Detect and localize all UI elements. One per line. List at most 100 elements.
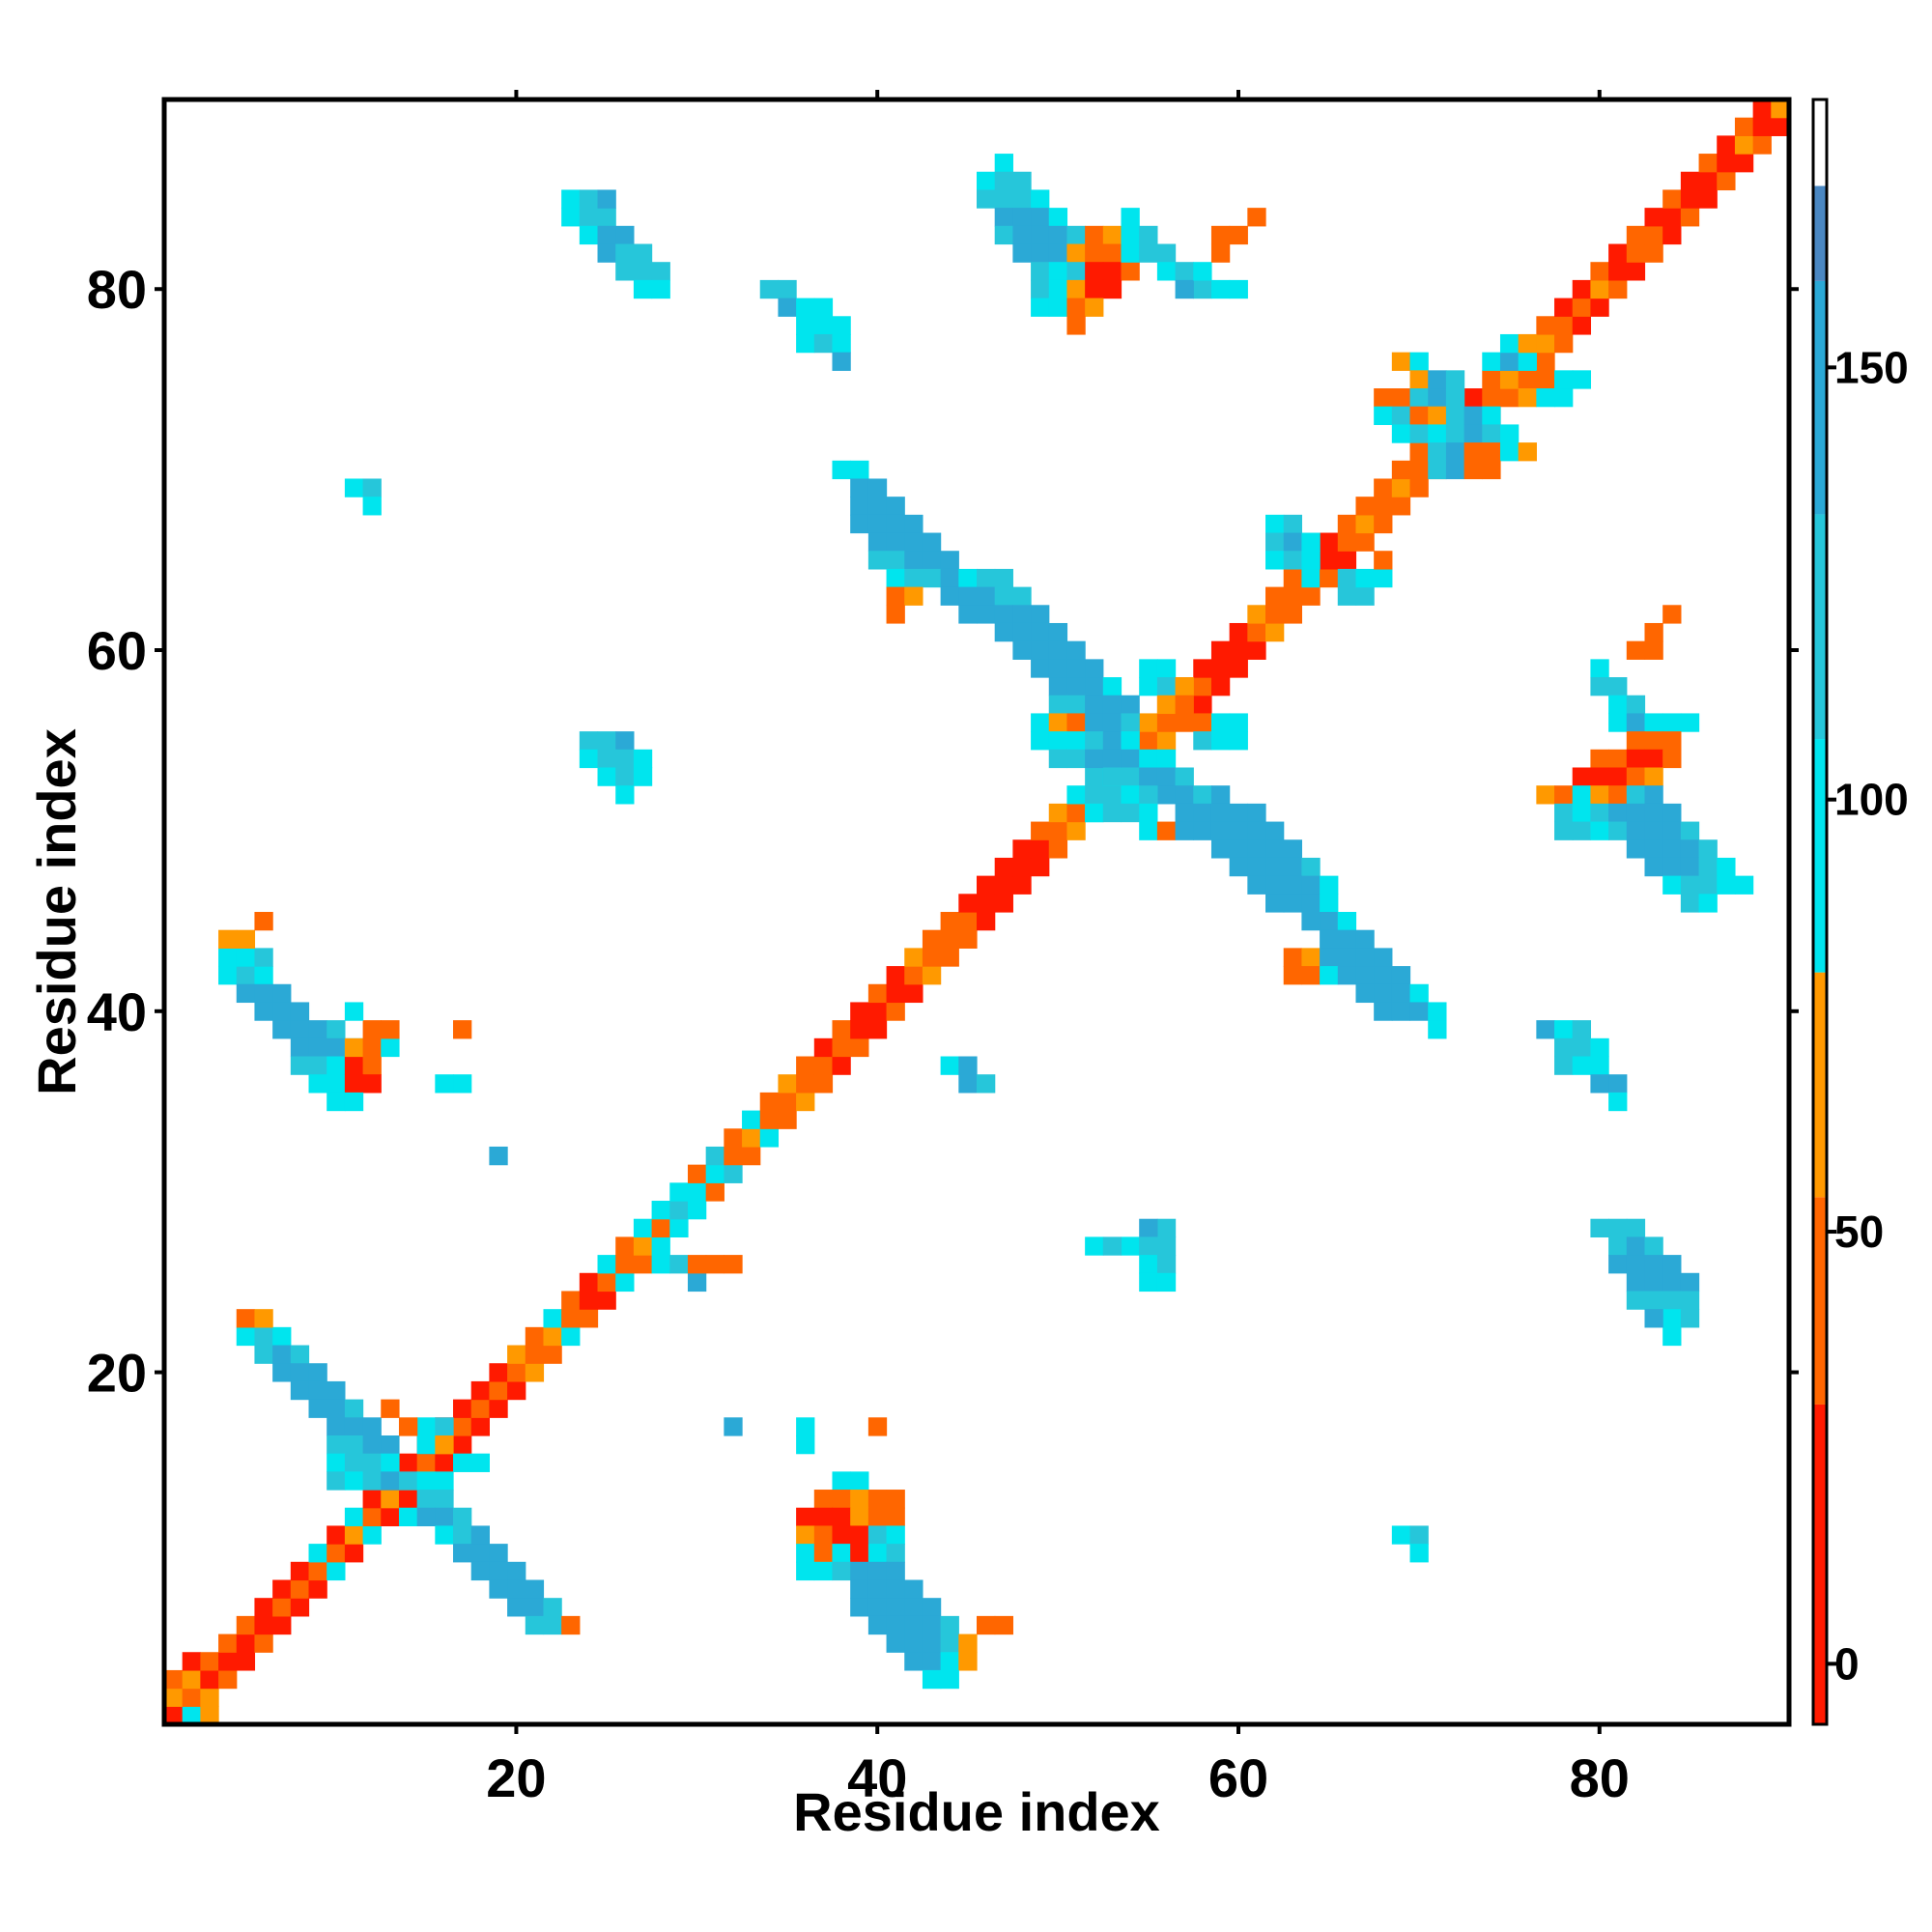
heatmap-cell [1337,586,1357,606]
heatmap-cell [1121,208,1140,227]
heatmap-cell [182,1652,201,1671]
heatmap-cell [1283,894,1302,913]
heatmap-cell [1156,1236,1177,1256]
heatmap-cell [1012,622,1032,642]
heatmap-cell [977,912,996,931]
heatmap-cell [1409,460,1429,480]
colorbar-frame [1811,98,1829,1726]
heatmap-cell [1048,695,1068,715]
heatmap-cell [1644,767,1663,786]
heatmap-cell [1482,370,1501,389]
heatmap-cell [254,1309,273,1328]
heatmap-cell [381,1399,400,1418]
heatmap-cell [651,279,670,299]
heatmap-cell [796,1507,815,1527]
heatmap-cell [922,1615,942,1635]
heatmap-cell [435,1453,454,1472]
heatmap-cell [1229,839,1248,859]
heatmap-cell [1085,749,1104,769]
heatmap-cell [850,1020,869,1039]
heatmap-cell [615,243,635,263]
heatmap-cell [922,948,942,967]
heatmap-cell [381,1020,400,1039]
heatmap-cell [922,532,942,552]
heatmap-cell [977,894,996,913]
heatmap-cell [1265,605,1285,624]
heatmap-cell [1608,767,1628,786]
heatmap-cell [633,1218,653,1237]
heatmap-cell [1048,713,1068,732]
heatmap-cell [1156,785,1177,805]
heatmap-cell [867,532,888,552]
heatmap-cell [994,189,1013,209]
heatmap-cell [1048,731,1068,751]
heatmap-cell [1662,839,1682,859]
heatmap-cell [1301,586,1321,606]
heatmap-cell [1048,279,1068,299]
heatmap-cell [850,460,869,480]
heatmap-cell [1355,532,1375,552]
heatmap-cell [977,875,996,895]
heatmap-cell [1012,171,1032,191]
heatmap-cell [922,1598,942,1617]
heatmap-cell [579,1291,599,1310]
heatmap-cell [435,1471,454,1491]
heatmap-cell [362,1435,382,1455]
heatmap-cell [1662,749,1682,769]
heatmap-cell [687,1255,707,1274]
heatmap-cell [1518,333,1537,354]
heatmap-cell [543,1345,562,1364]
heatmap-cell [1572,785,1592,805]
heatmap-cell [1409,1525,1429,1545]
heatmap-cell [453,1544,472,1563]
heatmap-cell [1644,713,1663,732]
heatmap-cell [1156,695,1177,715]
heatmap-cell [525,1363,545,1382]
heatmap-cell [759,1110,780,1129]
heatmap-cell [1175,713,1194,732]
heatmap-cell [615,749,635,769]
heatmap-cell [1409,388,1429,408]
heatmap-cell [1121,262,1140,281]
heatmap-cell [1608,1236,1628,1256]
heatmap-cell [1752,99,1772,119]
heatmap-cell [1536,785,1555,805]
heatmap-cell [1210,821,1231,840]
heatmap-cell [1139,225,1158,245]
heatmap-cell [1012,857,1032,877]
heatmap-cell [850,1598,869,1617]
heatmap-cell [1482,352,1501,371]
heatmap-cell [742,1110,761,1129]
x-tick-label: 40 [847,1747,907,1808]
heatmap-cell [832,1056,851,1075]
heatmap-cell [1428,406,1447,425]
heatmap-cell [1085,713,1104,732]
heatmap-cell [904,1579,923,1599]
heatmap-cell [1265,551,1285,570]
axis-ticks: 20 40 60 80 20 40 60 80 [87,90,1799,1808]
heatmap-cell [958,586,978,606]
heatmap-cell [904,1652,923,1671]
heatmap-cell [1085,731,1104,751]
heatmap-cell [1283,586,1302,606]
heatmap-cell [1066,785,1086,805]
heatmap-cell [1048,298,1068,317]
heatmap-cell [832,1037,851,1058]
heatmap-cell [1066,821,1086,840]
heatmap-cell [1229,803,1248,823]
heatmap-cell [850,1002,869,1021]
heatmap-cell [1662,1291,1682,1310]
heatmap-cell [1608,785,1628,805]
heatmap-cell [1102,731,1122,751]
heatmap-cell [1175,677,1194,696]
heatmap-cell [290,1363,310,1382]
heatmap-cell [236,1326,256,1347]
heatmap-cell [1463,388,1483,408]
heatmap-cell [796,333,815,354]
heatmap-cell [1590,298,1609,317]
heatmap-cell [1626,713,1646,732]
heatmap-cell [236,1615,256,1635]
heatmap-cell [1193,821,1212,840]
heatmap-cell [1085,803,1104,823]
heatmap-cell [1031,605,1050,624]
